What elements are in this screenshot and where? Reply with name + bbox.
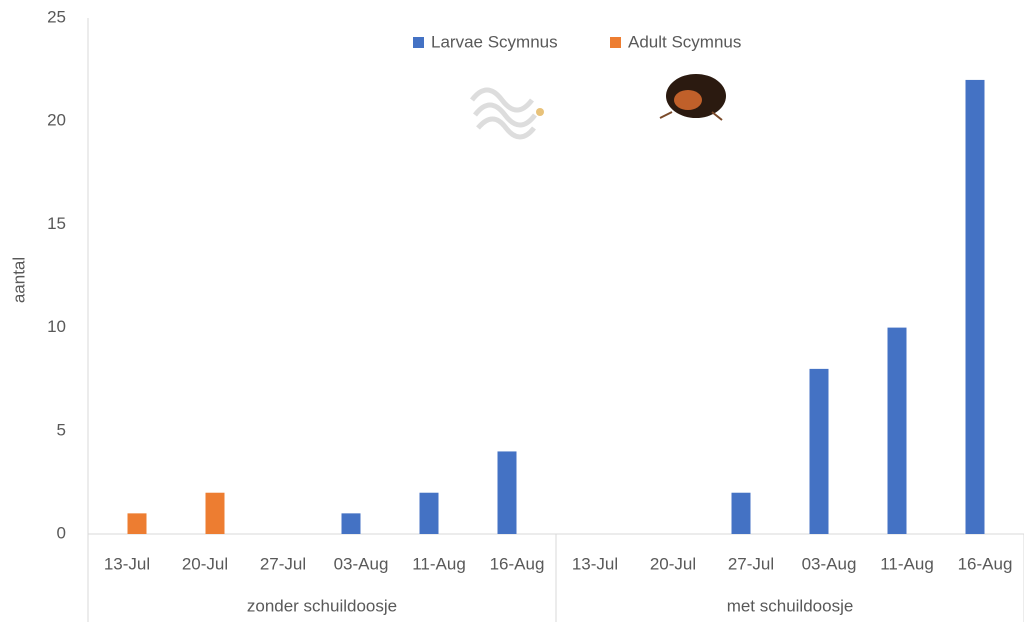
- x-tick-label: 11-Aug: [412, 554, 466, 573]
- bar: [965, 79, 985, 535]
- bar: [205, 492, 225, 534]
- bar: [809, 368, 829, 534]
- group-label: zonder schuildoosje: [247, 596, 397, 615]
- legend-swatch: [413, 37, 424, 48]
- bar: [127, 513, 147, 534]
- bar: [419, 492, 439, 534]
- bar: [887, 327, 907, 534]
- x-tick-label: 13-Jul: [104, 554, 150, 573]
- y-tick-label: 0: [57, 523, 66, 542]
- x-tick-label: 16-Aug: [958, 554, 1013, 573]
- larvae-illustration: [470, 87, 544, 140]
- bar: [731, 492, 751, 534]
- y-tick-label: 10: [47, 317, 66, 336]
- legend-label: Adult Scymnus: [628, 32, 741, 51]
- y-tick-label: 25: [47, 7, 66, 26]
- bar: [497, 451, 517, 534]
- x-tick-label: 16-Aug: [490, 554, 545, 573]
- y-tick-label: 15: [47, 214, 66, 233]
- x-tick-label: 13-Jul: [572, 554, 618, 573]
- group-label: met schuildoosje: [727, 596, 854, 615]
- y-tick-label: 5: [57, 420, 66, 439]
- x-tick-label: 20-Jul: [182, 554, 228, 573]
- x-tick-label: 27-Jul: [260, 554, 306, 573]
- x-tick-label: 11-Aug: [880, 554, 934, 573]
- legend-label: Larvae Scymnus: [431, 32, 558, 51]
- x-tick-label: 20-Jul: [650, 554, 696, 573]
- legend-swatch: [610, 37, 621, 48]
- bar: [341, 513, 361, 534]
- x-tick-label: 03-Aug: [802, 554, 857, 573]
- beetle-illustration: [659, 74, 726, 121]
- x-tick-label: 03-Aug: [334, 554, 389, 573]
- x-tick-label: 27-Jul: [728, 554, 774, 573]
- y-axis-title: aantal: [9, 257, 28, 303]
- y-tick-label: 20: [47, 111, 66, 130]
